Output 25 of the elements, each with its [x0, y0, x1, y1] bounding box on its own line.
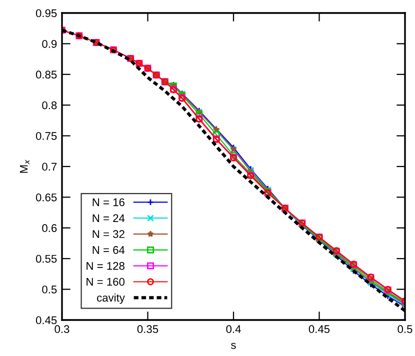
- y-tick-label: 0.8: [42, 101, 57, 110]
- y-tick-label: 0.65: [36, 193, 57, 202]
- y-axis-title: M$_{x}$: [20, 160, 30, 173]
- x-tick-label: 0.5: [398, 325, 412, 334]
- y-tick-label: 0.9: [42, 40, 57, 48]
- x-axis-title: s: [231, 342, 236, 349]
- legend-label: N = 16: [92, 198, 124, 206]
- x-tick-label: 0.45: [308, 325, 330, 334]
- x-tick-label: 0.35: [137, 325, 158, 334]
- y-tick-label: 0.85: [36, 70, 57, 79]
- legend-label: N = 128: [86, 262, 124, 270]
- legend-label: N = 160: [86, 278, 125, 286]
- y-tick-label: 0.5: [42, 286, 57, 294]
- y-tick-label: 0.45: [36, 316, 57, 324]
- legend-label: cavity: [97, 294, 125, 304]
- legend-label: N = 64: [92, 246, 125, 254]
- y-tick-label: 0.75: [36, 132, 57, 140]
- legend-label: N = 24: [92, 214, 125, 222]
- y-tick-label: 0.6: [42, 224, 57, 232]
- legend-label: N = 32: [92, 230, 124, 238]
- y-tick-label: 0.55: [36, 254, 57, 263]
- x-tick-label: 0.4: [226, 325, 241, 334]
- x-tick-label: 0.3: [54, 325, 70, 334]
- y-tick-label: 0.7: [42, 162, 57, 171]
- y-tick-label: 0.95: [36, 9, 57, 18]
